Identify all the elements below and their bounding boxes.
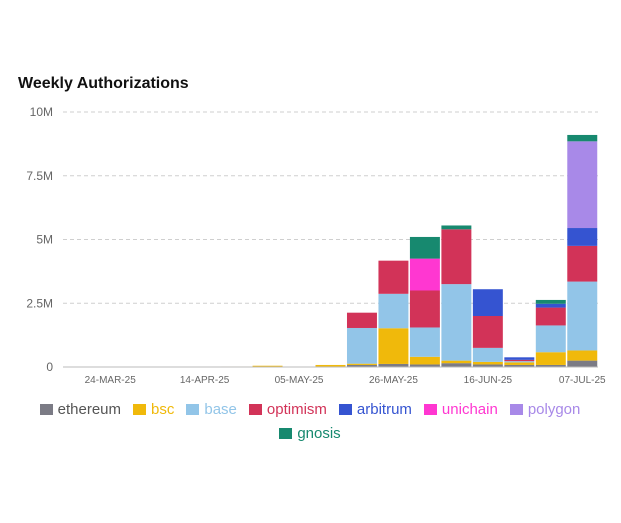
stacked-bar-chart: 0 2.5M 5M 7.5M 10M 24-MAR-25 14-APR-25 05-MAY-2… (26, 105, 606, 386)
bar-segment-base[interactable] (378, 293, 409, 329)
bar-segment-optimism[interactable] (567, 245, 598, 282)
legend-label: ethereum (57, 400, 122, 418)
bar-segment-optimism[interactable] (346, 312, 377, 328)
legend-label: unichain (441, 400, 498, 418)
bar-segment-bsc[interactable] (535, 352, 566, 365)
y-tick-label: 7.5M (26, 169, 53, 183)
bar-segment-ethereum[interactable] (409, 364, 440, 367)
bar-segment-arbitrum[interactable] (472, 289, 503, 316)
x-tick-label: 07-JUL-25 (559, 375, 606, 386)
x-tick-label: 16-JUN-25 (464, 375, 513, 386)
bar-segment-arbitrum[interactable] (567, 228, 598, 246)
bar-segment-ethereum[interactable] (441, 363, 472, 367)
legend-swatch (509, 403, 523, 415)
bar-segment-bsc[interactable] (441, 360, 472, 364)
x-tick-label: 26-MAY-25 (369, 375, 418, 386)
chart-title: Weekly Authorizations (18, 75, 189, 92)
bar-segment-bsc[interactable] (346, 363, 377, 365)
legend-item-base[interactable]: base (186, 401, 237, 418)
bar-segment-bsc[interactable] (252, 365, 283, 367)
legend-item-polygon[interactable]: polygon (509, 400, 581, 418)
legend-item-optimism[interactable]: optimism (248, 400, 327, 418)
bar-segment-gnosis[interactable] (409, 236, 440, 259)
bar-segment-gnosis[interactable] (535, 299, 566, 304)
legend-row: ethereum bsc base optimism arbitrum unichain p… (10, 398, 610, 420)
y-tick-label: 2.5M (26, 296, 53, 310)
x-tick-label: 05-MAY-25 (275, 375, 324, 386)
bar-segment-base[interactable] (472, 347, 503, 362)
bar-segment-gnosis[interactable] (441, 225, 472, 230)
legend-item-bsc[interactable]: bsc (133, 401, 174, 418)
bar-segment-bsc[interactable] (378, 328, 409, 364)
legend-label: base (204, 400, 237, 418)
bar-segment-bsc[interactable] (504, 362, 535, 365)
bar-segment-bsc[interactable] (567, 350, 598, 361)
y-tick-label: 0 (46, 360, 53, 374)
legend-row: gnosis (10, 422, 610, 444)
bar-segment-ethereum[interactable] (535, 364, 566, 367)
bar-segment-optimism[interactable] (535, 307, 566, 326)
bar-segment-base[interactable] (346, 327, 377, 364)
bar-segment-base[interactable] (567, 281, 598, 351)
bar-segment-optimism[interactable] (409, 290, 440, 328)
bar-segment-base[interactable] (441, 284, 472, 361)
legend-swatch (338, 403, 352, 415)
legend-swatch (133, 403, 147, 415)
bar-segment-bsc[interactable] (315, 364, 346, 367)
bar-segment-optimism[interactable] (441, 229, 472, 285)
legend-item-arbitrum[interactable]: arbitrum (338, 400, 412, 418)
bar-segment-ethereum[interactable] (567, 360, 598, 367)
bar-segment-gnosis[interactable] (567, 134, 598, 142)
legend-item-unichain[interactable]: unichain (423, 400, 498, 418)
legend-label: gnosis (297, 424, 341, 442)
bar-segment-base[interactable] (535, 325, 566, 353)
bar-segment-base[interactable] (504, 361, 535, 363)
bar-segment-optimism[interactable] (472, 316, 503, 348)
bar-segment-optimism[interactable] (378, 260, 409, 294)
bar-segment-bsc[interactable] (409, 356, 440, 365)
bar-segment-base[interactable] (409, 327, 440, 357)
bar-segment-bsc[interactable] (472, 361, 503, 365)
y-tick-label: 5M (36, 233, 53, 247)
legend-label: bsc (151, 400, 175, 418)
legend-swatch (279, 427, 293, 439)
legend-item-ethereum[interactable]: ethereum (39, 400, 122, 418)
legend: ethereum bsc base optimism arbitrum unichain p… (10, 398, 610, 446)
bar-segment-unichain[interactable] (409, 258, 440, 291)
legend-swatch (186, 403, 200, 415)
bar-segment-arbitrum[interactable] (535, 303, 566, 308)
x-tick-label: 14-APR-25 (180, 375, 230, 386)
legend-label: optimism (266, 400, 327, 418)
bar-segment-ethereum[interactable] (472, 364, 503, 367)
y-tick-label: 10M (30, 105, 53, 119)
legend-swatch (39, 403, 53, 415)
bar-segment-ethereum[interactable] (346, 364, 377, 367)
x-tick-label: 24-MAR-25 (85, 375, 137, 386)
bar-segment-optimism[interactable] (504, 359, 535, 362)
legend-label: arbitrum (356, 400, 412, 418)
legend-label: polygon (527, 400, 581, 418)
legend-swatch (423, 403, 437, 415)
bar-segment-polygon[interactable] (567, 141, 598, 229)
legend-swatch (248, 403, 262, 415)
bar-segment-arbitrum[interactable] (504, 357, 535, 360)
bar-segment-ethereum[interactable] (378, 363, 409, 367)
legend-item-gnosis[interactable]: gnosis (279, 424, 341, 442)
bar-segment-ethereum[interactable] (504, 364, 535, 367)
